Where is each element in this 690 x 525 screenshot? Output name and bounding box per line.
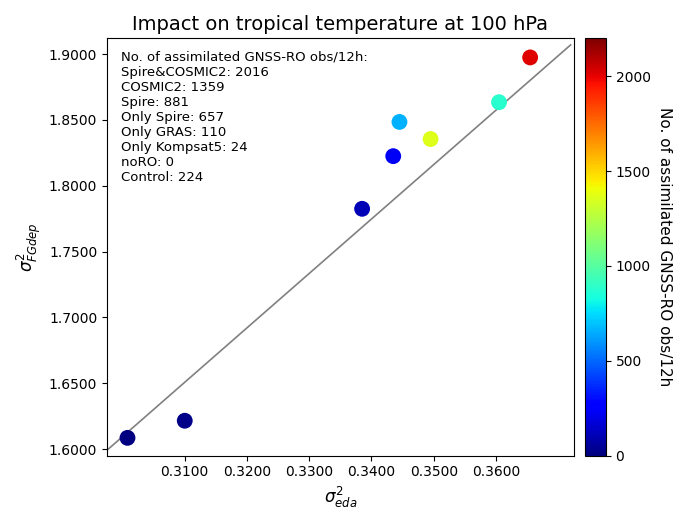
Point [524, 53, 535, 61]
Y-axis label: $\sigma^2_{FGdep}$: $\sigma^2_{FGdep}$ [15, 222, 43, 272]
Y-axis label: No. of assimilated GNSS-RO obs/12h: No. of assimilated GNSS-RO obs/12h [656, 107, 671, 386]
Point [122, 434, 133, 442]
Point [357, 205, 368, 213]
X-axis label: $\sigma^2_{eda}$: $\sigma^2_{eda}$ [324, 485, 357, 510]
Text: No. of assimilated GNSS-RO obs/12h:
Spire&COSMIC2: 2016
COSMIC2: 1359
Spire: 881: No. of assimilated GNSS-RO obs/12h: Spir… [121, 51, 368, 184]
Title: Impact on tropical temperature at 100 hPa: Impact on tropical temperature at 100 hP… [132, 15, 549, 34]
Point [388, 152, 399, 160]
Point [394, 118, 405, 126]
Point [493, 98, 504, 107]
Point [425, 135, 436, 143]
Point [179, 416, 190, 425]
